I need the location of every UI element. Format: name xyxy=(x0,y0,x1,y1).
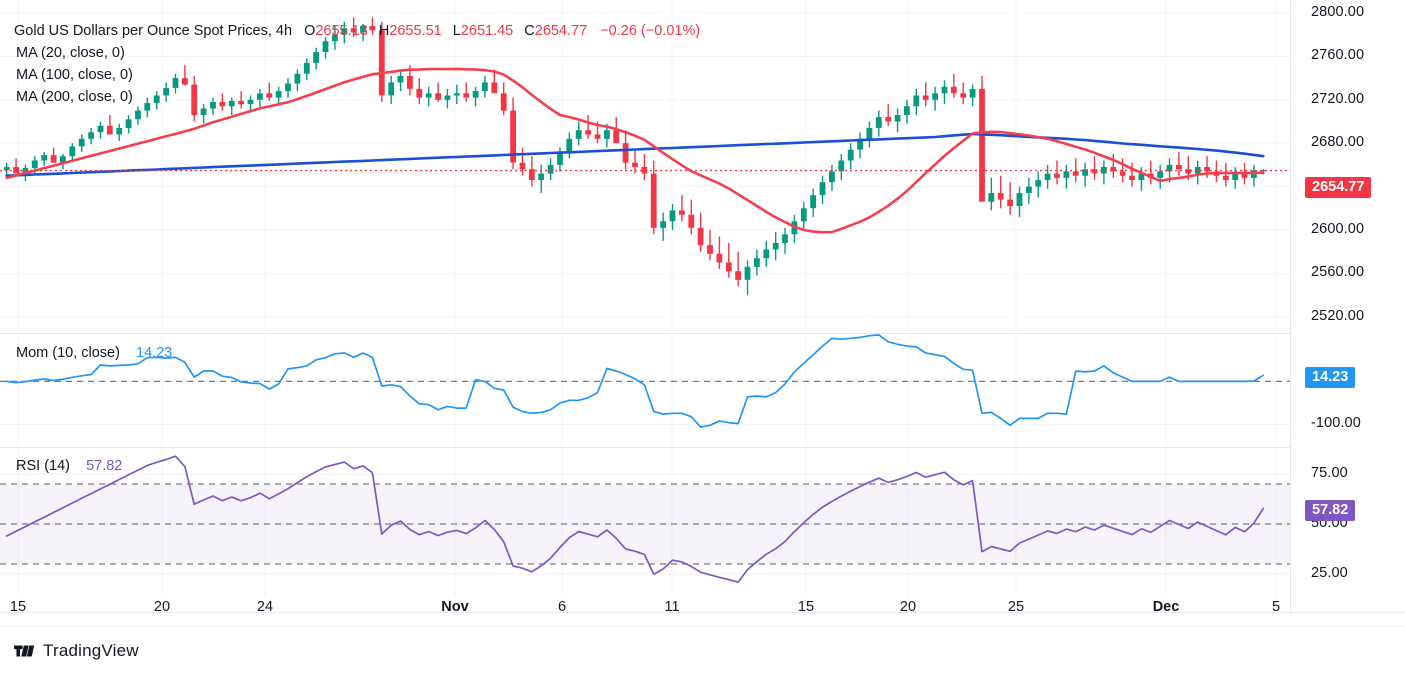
time-axis-divider xyxy=(0,612,1405,613)
price-axis[interactable]: 2800.002760.002720.002680.002640.002600.… xyxy=(1290,0,1405,612)
ma20-legend[interactable]: MA (20, close, 0) xyxy=(16,45,125,61)
rsi-pane[interactable] xyxy=(0,448,1290,596)
price-axis-tick-5: 2600.00 xyxy=(1311,221,1365,237)
price-axis-tick-0: 2800.00 xyxy=(1311,4,1365,20)
low-value: 2651.45 xyxy=(460,23,514,39)
time-axis-tick-1: 20 xyxy=(153,599,171,615)
time-axis-tick-8: 25 xyxy=(1007,599,1025,615)
change-value: −0.26 (−0.01%) xyxy=(600,23,701,39)
ma100-legend[interactable]: MA (100, close, 0) xyxy=(16,67,133,83)
tradingview-logo-icon xyxy=(14,640,36,662)
price-pane[interactable] xyxy=(0,0,1290,333)
rsi-axis-tick-2: 25.00 xyxy=(1311,565,1348,581)
close-prefix: C xyxy=(524,23,535,39)
rsi-label: RSI (14) xyxy=(16,458,70,474)
ma200-legend[interactable]: MA (200, close, 0) xyxy=(16,89,133,105)
low-prefix: L xyxy=(452,23,461,39)
momentum-value-badge: 14.23 xyxy=(1305,367,1356,388)
time-axis-tick-9: Dec xyxy=(1152,599,1180,615)
momentum-pane[interactable] xyxy=(0,334,1290,446)
symbol-title: Gold US Dollars per Ounce Spot Prices, 4… xyxy=(14,23,293,39)
price-axis-tick-6: 2560.00 xyxy=(1311,264,1365,280)
time-axis-tick-0: 15 xyxy=(9,599,27,615)
time-axis-tick-6: 15 xyxy=(797,599,815,615)
rsi-axis-tick-0: 75.00 xyxy=(1311,465,1348,481)
rsi-value: 57.82 xyxy=(86,458,123,474)
time-axis-tick-2: 24 xyxy=(256,599,274,615)
high-value: 2655.51 xyxy=(389,23,442,39)
time-axis-tick-5: 11 xyxy=(664,599,680,615)
time-axis[interactable]: 15 20 24 Nov 6 11 15 20 25 Dec 5 xyxy=(0,596,1290,626)
momentum-axis-tick-1: -100.00 xyxy=(1311,415,1361,431)
price-axis-tick-2: 2720.00 xyxy=(1311,91,1365,107)
rsi-plot xyxy=(0,448,1290,596)
tradingview-wordmark: TradingView xyxy=(43,641,139,660)
chart-legend-header: Gold US Dollars per Ounce Spot Prices, 4… xyxy=(14,23,700,39)
last-price-badge: 2654.77 xyxy=(1305,177,1372,198)
time-axis-tick-4: 6 xyxy=(557,599,567,615)
time-axis-tick-3: Nov xyxy=(441,599,469,615)
bottom-divider xyxy=(0,626,1405,627)
pane-separator-1 xyxy=(0,333,1405,334)
open-value: 2655.13 xyxy=(315,23,368,39)
price-axis-tick-1: 2760.00 xyxy=(1311,47,1365,63)
high-prefix: H xyxy=(378,23,390,39)
rsi-legend[interactable]: RSI (14) 57.82 xyxy=(16,458,122,474)
time-axis-tick-10: 5 xyxy=(1271,599,1281,615)
tradingview-branding[interactable]: TradingView xyxy=(14,640,139,662)
momentum-value: 14.23 xyxy=(136,345,173,361)
price-plot xyxy=(0,0,1290,333)
open-prefix: O xyxy=(304,23,316,39)
time-axis-tick-7: 20 xyxy=(899,599,917,615)
rsi-value-badge: 57.82 xyxy=(1305,500,1356,521)
momentum-plot xyxy=(0,334,1290,446)
close-value: 2654.77 xyxy=(534,23,588,39)
price-axis-tick-7: 2520.00 xyxy=(1311,308,1365,324)
momentum-legend[interactable]: Mom (10, close) 14.23 xyxy=(16,345,172,361)
pane-separator-2 xyxy=(0,447,1405,448)
price-axis-tick-3: 2680.00 xyxy=(1311,134,1365,150)
momentum-label: Mom (10, close) xyxy=(16,345,120,361)
